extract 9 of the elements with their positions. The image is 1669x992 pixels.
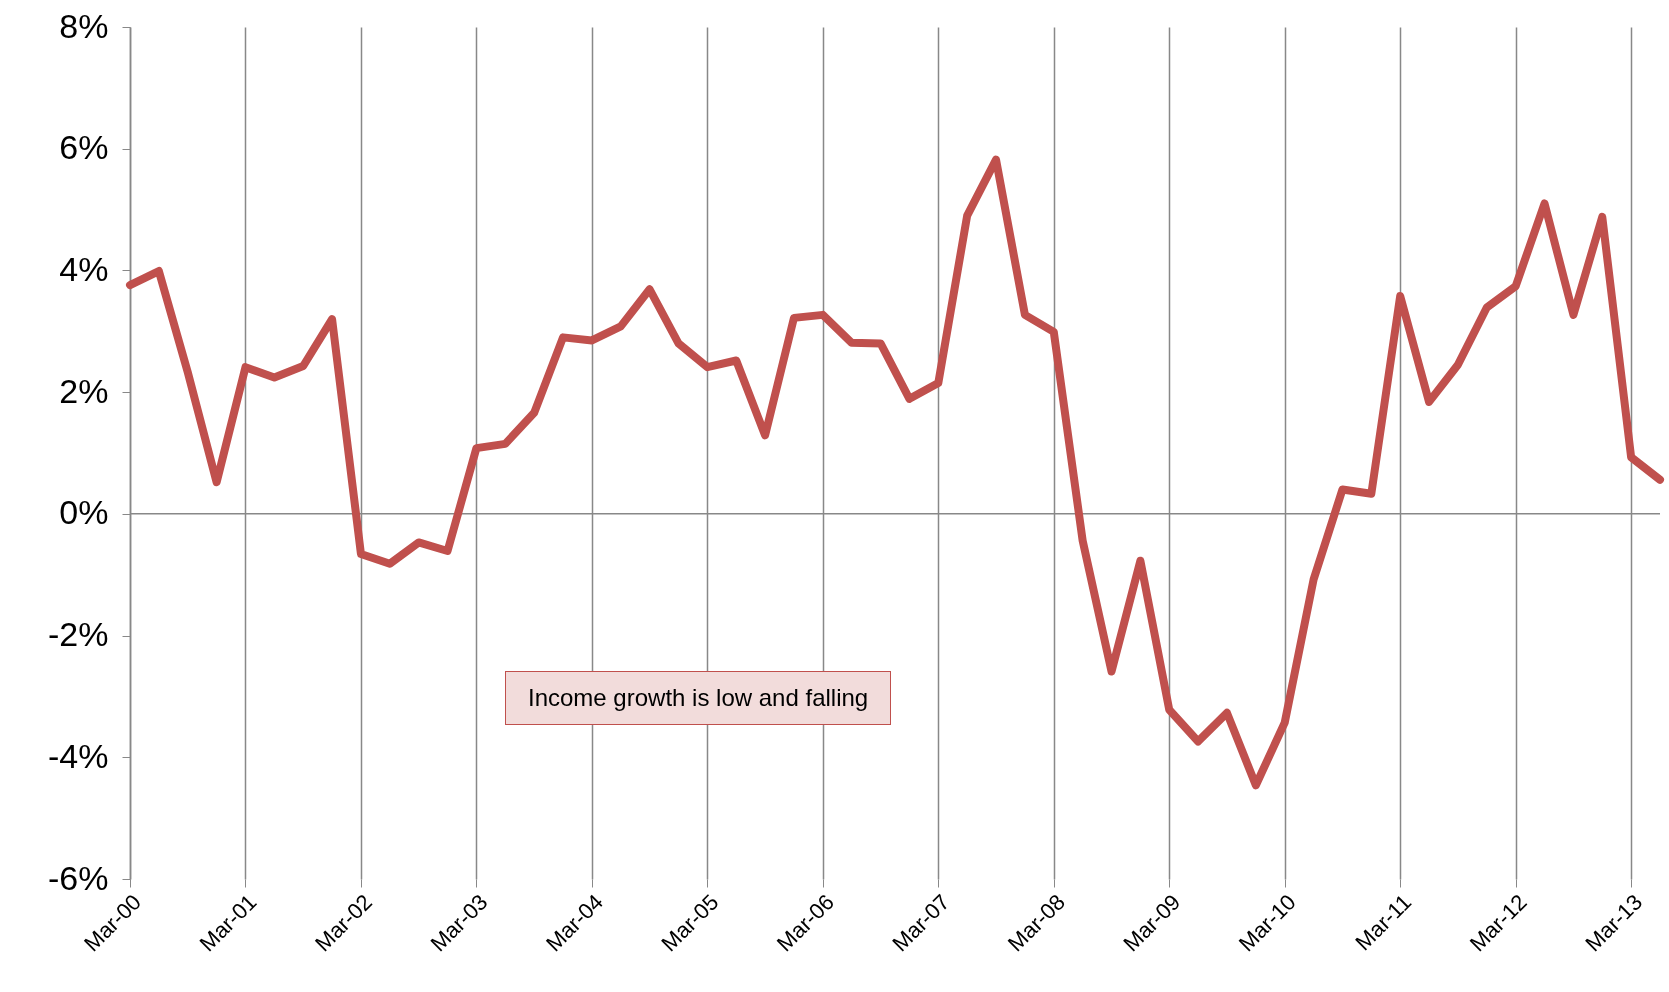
y-tick-label: 0%	[59, 493, 109, 532]
y-tick-label: 4%	[59, 249, 109, 288]
y-tick-label: 8%	[59, 6, 109, 45]
y-tick-label: -4%	[48, 736, 109, 775]
y-tick-label: 2%	[59, 371, 109, 410]
annotation: Income growth is low and falling	[505, 671, 892, 725]
y-tick-label: -2%	[48, 615, 109, 654]
y-tick-label: 6%	[59, 128, 109, 167]
y-tick-label: -6%	[48, 858, 109, 897]
